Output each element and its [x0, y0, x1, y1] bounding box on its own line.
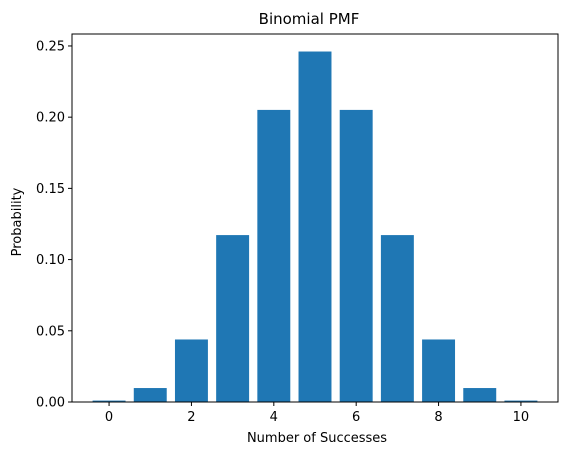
x-tick-label: 8: [434, 410, 442, 425]
bar-3: [216, 235, 250, 402]
bar-8: [422, 339, 456, 402]
bar-7: [380, 235, 414, 402]
x-tick-label: 2: [187, 410, 195, 425]
y-tick-label: 0.20: [36, 111, 65, 126]
bars-group: [92, 51, 538, 403]
x-tick-label: 10: [513, 410, 530, 425]
plot-area-frame: [71, 33, 559, 403]
x-tick-label: 6: [352, 410, 360, 425]
bar-0: [92, 400, 126, 402]
x-axis-ticks: 0 2 4 6 8 10: [105, 402, 529, 425]
x-tick-label: 4: [270, 410, 278, 425]
y-axis-label: Probability: [10, 187, 25, 256]
bar-1: [133, 388, 167, 402]
chart-title: Binomial PMF: [259, 10, 360, 28]
bar-6: [339, 109, 373, 403]
y-tick-label: 0.25: [36, 39, 65, 54]
bar-5: [298, 51, 332, 402]
y-tick-label: 0.15: [36, 182, 65, 197]
x-axis-label: Number of Successes: [247, 431, 387, 446]
x-tick-label: 0: [105, 410, 113, 425]
y-tick-label: 0.05: [36, 324, 65, 339]
y-tick-label: 0.10: [36, 253, 65, 268]
bar-10: [504, 400, 538, 402]
y-tick-label: 0.00: [36, 396, 65, 411]
bar-4: [257, 109, 291, 403]
bar-9: [463, 388, 497, 402]
y-axis-ticks: 0.00 0.05 0.10 0.15 0.20 0.25: [36, 39, 72, 411]
bar-2: [174, 339, 208, 402]
